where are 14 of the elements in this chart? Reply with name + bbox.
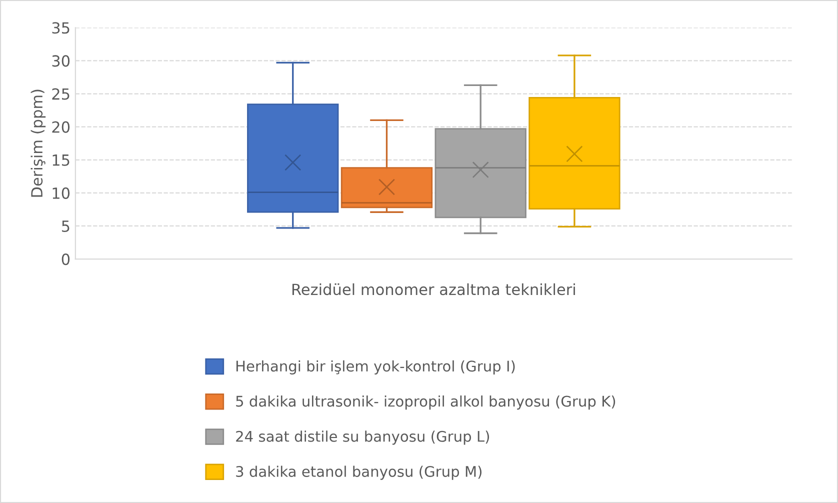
y-tick-label: 35 xyxy=(52,22,70,34)
legend-label: 24 saat distile su banyosu (Grup L) xyxy=(236,430,490,445)
y-tick-label: 5 xyxy=(62,220,70,232)
legend-label: 5 dakika ultrasonik- izopropil alkol banyosu (Grup K) xyxy=(236,395,616,410)
legend-label: Herhangi bir işlem yok-kontrol (Grup I) xyxy=(236,360,515,374)
y-tick-label: 25 xyxy=(52,88,70,100)
y-tick-label: 10 xyxy=(52,187,70,199)
y-axis-title: Derişim (ppm) xyxy=(30,90,46,197)
y-tick-label: 20 xyxy=(52,121,70,133)
x-axis-title: Rezidüel monomer azaltma teknikleri xyxy=(292,283,575,296)
y-tick-label: 0 xyxy=(62,254,70,266)
y-tick-label: 15 xyxy=(52,154,70,166)
legend-label: 3 dakika etanol banyosu (Grup M) xyxy=(236,466,482,480)
y-tick-label: 30 xyxy=(52,55,70,67)
